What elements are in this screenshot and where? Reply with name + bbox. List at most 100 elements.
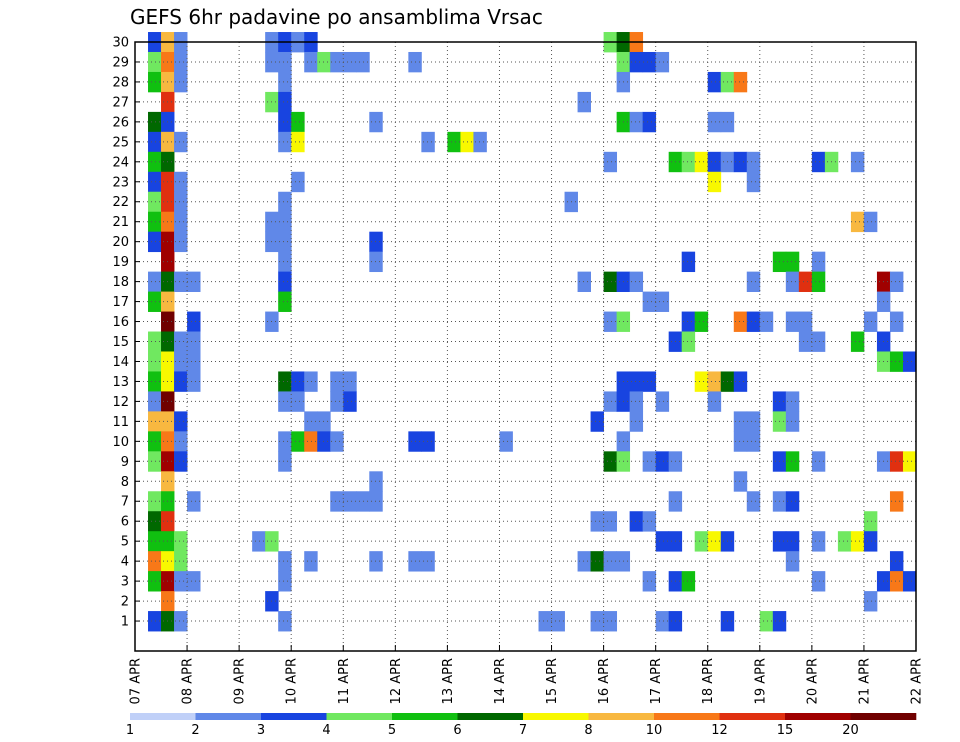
heatmap-cell — [148, 411, 162, 432]
heatmap-cell — [889, 491, 904, 512]
heatmap-cell — [447, 131, 461, 153]
heatmap-cell — [278, 571, 292, 592]
heatmap-cell — [863, 211, 878, 233]
heatmap-cell — [577, 271, 591, 292]
colorbar-swatch — [785, 713, 851, 720]
heatmap-cell — [863, 531, 878, 552]
heatmap-cell — [785, 251, 800, 273]
heatmap-cell — [681, 311, 696, 332]
heatmap-cell — [811, 531, 826, 552]
heatmap-cell — [629, 411, 644, 432]
heatmap-cell — [746, 311, 761, 332]
heatmap-cell — [330, 431, 344, 452]
y-tick-label: 9 — [121, 455, 129, 470]
colorbar-label: 7 — [519, 723, 527, 738]
heatmap-cell — [174, 411, 188, 432]
heatmap-cell — [369, 231, 383, 253]
heatmap-cell — [655, 391, 670, 412]
heatmap-cell — [187, 271, 201, 292]
colorbar-label: 8 — [584, 723, 592, 738]
x-tick-label: 15 APR — [545, 658, 560, 704]
heatmap-cell — [902, 351, 917, 372]
heatmap-cell — [863, 591, 878, 612]
heatmap-cell — [655, 531, 670, 552]
heatmap-cell — [369, 491, 383, 512]
y-tick-label: 12 — [112, 395, 129, 410]
heatmap-cell — [785, 311, 800, 332]
heatmap-cell — [278, 191, 292, 213]
heatmap-cell — [681, 151, 696, 173]
heatmap-cell — [694, 311, 709, 332]
heatmap-cell — [174, 171, 188, 193]
heatmap-cell — [187, 491, 201, 512]
heatmap-cell — [694, 151, 709, 173]
y-tick-label: 30 — [112, 36, 129, 51]
heatmap-cell — [889, 271, 904, 292]
heatmap-cell — [889, 551, 904, 572]
heatmap-cell — [785, 391, 800, 412]
heatmap-cell — [785, 551, 800, 572]
heatmap-cell — [291, 431, 305, 452]
heatmap-cell — [174, 571, 188, 592]
y-tick-label: 5 — [121, 535, 129, 550]
heatmap-cell — [746, 431, 761, 452]
colorbar-swatch — [392, 713, 458, 720]
heatmap-cell — [174, 51, 188, 73]
heatmap-cell — [902, 451, 917, 472]
heatmap-cell — [304, 431, 318, 452]
heatmap-cell — [174, 191, 188, 213]
heatmap-cell — [746, 151, 761, 173]
heatmap-cell — [148, 51, 162, 73]
heatmap-cell — [629, 391, 644, 412]
heatmap-cell — [655, 291, 670, 312]
y-tick-label: 10 — [112, 435, 129, 450]
colorbar-label: 5 — [388, 723, 396, 738]
heatmap-cell — [603, 611, 618, 632]
heatmap-cell — [603, 451, 618, 472]
y-tick-label: 25 — [112, 135, 129, 150]
heatmap-cell — [148, 551, 162, 572]
heatmap-cell — [551, 611, 565, 632]
heatmap-cell — [785, 411, 800, 432]
x-tick-label: 10 APR — [285, 658, 300, 704]
heatmap-cell — [174, 551, 188, 572]
heatmap-cell — [642, 451, 657, 472]
heatmap-cell — [343, 371, 357, 392]
heatmap-cell — [148, 71, 162, 93]
heatmap-cell — [681, 571, 696, 592]
y-tick-label: 28 — [112, 75, 129, 90]
heatmap-cell — [590, 511, 604, 532]
heatmap-cell — [291, 111, 305, 133]
x-tick-label: 14 APR — [493, 658, 508, 704]
heatmap-cell — [759, 611, 774, 632]
heatmap-cell — [642, 291, 657, 312]
heatmap-cell — [369, 471, 383, 492]
heatmap-cell — [421, 131, 435, 153]
y-tick-label: 16 — [112, 315, 129, 330]
heatmap-cell — [603, 311, 618, 332]
heatmap-cell — [330, 51, 344, 73]
heatmap-cell — [499, 431, 513, 452]
heatmap-cell — [577, 551, 591, 572]
heatmap-cell — [278, 231, 292, 253]
colorbar-label: 4 — [322, 723, 330, 738]
heatmap-cell — [733, 411, 748, 432]
colorbar-swatch — [654, 713, 720, 720]
x-tick-label: 21 APR — [857, 658, 872, 704]
heatmap-cell — [642, 511, 657, 532]
heatmap-cell — [785, 271, 800, 292]
heatmap-cell — [746, 411, 761, 432]
y-tick-label: 8 — [121, 475, 129, 490]
heatmap-cell — [304, 551, 318, 572]
x-tick-label: 08 APR — [181, 658, 196, 704]
colorbar-swatch — [457, 713, 524, 720]
heatmap-cell — [811, 571, 826, 592]
x-tick-label: 22 APR — [910, 658, 925, 704]
x-tick-label: 18 APR — [701, 658, 716, 704]
y-tick-label: 3 — [121, 575, 129, 590]
heatmap-cell — [356, 51, 370, 73]
heatmap-cell — [187, 371, 201, 392]
x-tick-label: 17 APR — [649, 658, 664, 704]
heatmap-cell — [577, 91, 591, 113]
heatmap-cell — [733, 151, 748, 173]
